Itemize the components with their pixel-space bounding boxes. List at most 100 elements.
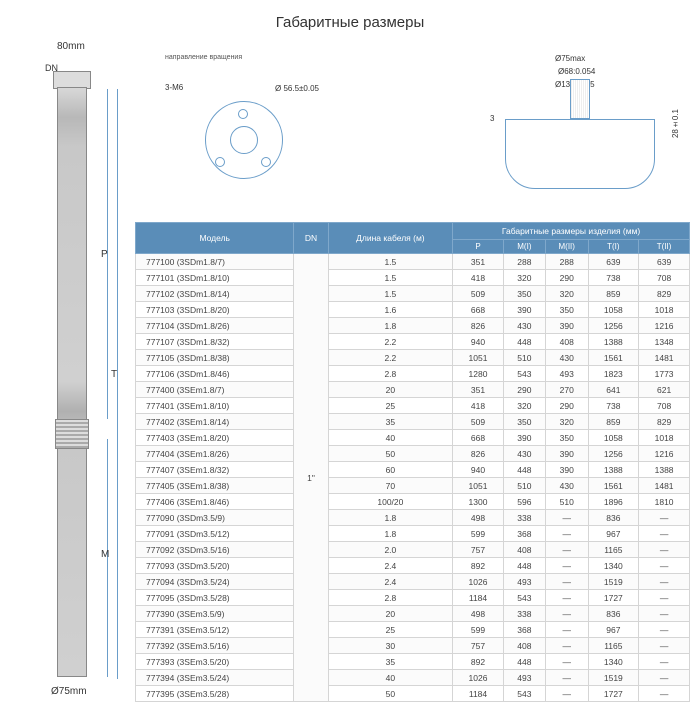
cell-tii: 829 bbox=[639, 286, 690, 302]
table-row: 777404 (3SEm1.8/26)5082643039012561216 bbox=[136, 446, 690, 462]
cell-ti: 1896 bbox=[588, 494, 639, 510]
cell-c: 1.5 bbox=[328, 286, 453, 302]
table-row: 777391 (3SEm3.5/12)25599368—967— bbox=[136, 622, 690, 638]
cell-p: 418 bbox=[453, 270, 504, 286]
cell-mi: 390 bbox=[503, 302, 545, 318]
top-view-diagram: Ø75max Ø68:0.054 Ø13.5:0.05 3 28±0.1 bbox=[480, 54, 680, 209]
cell-mii: 390 bbox=[545, 318, 588, 334]
cell-tii: — bbox=[639, 542, 690, 558]
cell-model: 777407 (3SEm1.8/32) bbox=[136, 462, 294, 478]
cell-c: 40 bbox=[328, 430, 453, 446]
cell-mi: 543 bbox=[503, 686, 545, 702]
cell-model: 777094 (3SDm3.5/24) bbox=[136, 574, 294, 590]
table-row: 777401 (3SEm1.8/10)25418320290738708 bbox=[136, 398, 690, 414]
cell-mii: 430 bbox=[545, 478, 588, 494]
cell-tii: — bbox=[639, 558, 690, 574]
dim-p: P bbox=[101, 249, 108, 260]
pump-side-diagram: 80mm DN Ø75mm P T M bbox=[15, 39, 125, 699]
table-row: 777093 (3SDm3.5/20)2.4892448—1340— bbox=[136, 558, 690, 574]
cell-mi: 368 bbox=[503, 526, 545, 542]
cell-p: 509 bbox=[453, 414, 504, 430]
cell-model: 777394 (3SEm3.5/24) bbox=[136, 670, 294, 686]
th-model: Модель bbox=[136, 223, 294, 254]
cell-p: 1300 bbox=[453, 494, 504, 510]
cell-model: 777401 (3SEm1.8/10) bbox=[136, 398, 294, 414]
cell-p: 1184 bbox=[453, 590, 504, 606]
dims-table: Модель DN Длина кабеля (м) Габаритные ра… bbox=[135, 222, 690, 702]
cell-p: 1026 bbox=[453, 574, 504, 590]
cell-ti: 1058 bbox=[588, 430, 639, 446]
cell-mii: 350 bbox=[545, 302, 588, 318]
cell-p: 668 bbox=[453, 430, 504, 446]
cell-c: 50 bbox=[328, 446, 453, 462]
cell-tii: 1018 bbox=[639, 302, 690, 318]
cell-mii: 390 bbox=[545, 462, 588, 478]
pump-body bbox=[57, 87, 87, 677]
cell-mi: 408 bbox=[503, 638, 545, 654]
cell-mi: 320 bbox=[503, 270, 545, 286]
cell-mii: 510 bbox=[545, 494, 588, 510]
cell-c: 2.8 bbox=[328, 590, 453, 606]
cell-mi: 338 bbox=[503, 606, 545, 622]
cell-model: 777391 (3SEm3.5/12) bbox=[136, 622, 294, 638]
cell-mii: — bbox=[545, 654, 588, 670]
cell-mii: 320 bbox=[545, 414, 588, 430]
cell-p: 1026 bbox=[453, 670, 504, 686]
cell-c: 1.8 bbox=[328, 510, 453, 526]
cell-c: 2.0 bbox=[328, 542, 453, 558]
cell-p: 351 bbox=[453, 254, 504, 270]
cell-model: 777393 (3SEm3.5/20) bbox=[136, 654, 294, 670]
cell-c: 1.5 bbox=[328, 270, 453, 286]
dims-table-wrap: Модель DN Длина кабеля (м) Габаритные ра… bbox=[135, 222, 690, 702]
circle-diagram: направление вращения 3-M6 Ø 56.5±0.05 bbox=[165, 69, 335, 199]
cell-mii: 290 bbox=[545, 398, 588, 414]
cell-mii: 290 bbox=[545, 270, 588, 286]
cell-ti: 738 bbox=[588, 398, 639, 414]
table-row: 777106 (3SDm1.8/46)2.8128054349318231773 bbox=[136, 366, 690, 382]
cell-c: 25 bbox=[328, 398, 453, 414]
cell-c: 25 bbox=[328, 622, 453, 638]
th-p: P bbox=[453, 240, 504, 254]
cell-tii: — bbox=[639, 526, 690, 542]
cell-mi: 350 bbox=[503, 414, 545, 430]
table-row: 777092 (3SDm3.5/16)2.0757408—1165— bbox=[136, 542, 690, 558]
cell-ti: 1165 bbox=[588, 638, 639, 654]
cell-mii: — bbox=[545, 686, 588, 702]
diameter-label: Ø 56.5±0.05 bbox=[275, 84, 319, 93]
table-row: 777402 (3SEm1.8/14)35509350320859829 bbox=[136, 414, 690, 430]
bottom-width-label: Ø75mm bbox=[51, 686, 87, 697]
cell-model: 777102 (3SDm1.8/14) bbox=[136, 286, 294, 302]
table-row: 777406 (3SEm1.8/46)100/20130059651018961… bbox=[136, 494, 690, 510]
cell-model: 777400 (3SEm1.8/7) bbox=[136, 382, 294, 398]
cell-model: 777392 (3SEm3.5/16) bbox=[136, 638, 294, 654]
cell-mii: — bbox=[545, 510, 588, 526]
cell-ti: 967 bbox=[588, 526, 639, 542]
table-row: 777394 (3SEm3.5/24)401026493—1519— bbox=[136, 670, 690, 686]
cell-mi: 543 bbox=[503, 366, 545, 382]
cell-ti: 639 bbox=[588, 254, 639, 270]
bolt-hole bbox=[215, 157, 225, 167]
cell-c: 20 bbox=[328, 606, 453, 622]
cell-ti: 1340 bbox=[588, 654, 639, 670]
cell-ti: 1165 bbox=[588, 542, 639, 558]
table-row: 777107 (3SDm1.8/32)2.294044840813881348 bbox=[136, 334, 690, 350]
cell-c: 35 bbox=[328, 654, 453, 670]
cell-c: 35 bbox=[328, 414, 453, 430]
th-mi: M(I) bbox=[503, 240, 545, 254]
cell-model: 777406 (3SEm1.8/46) bbox=[136, 494, 294, 510]
cell-p: 892 bbox=[453, 654, 504, 670]
cell-tii: 621 bbox=[639, 382, 690, 398]
top-width-label: 80mm bbox=[57, 41, 85, 52]
cell-c: 2.2 bbox=[328, 334, 453, 350]
cell-tii: — bbox=[639, 638, 690, 654]
cell-tii: 1810 bbox=[639, 494, 690, 510]
cell-c: 1.8 bbox=[328, 318, 453, 334]
cell-ti: 967 bbox=[588, 622, 639, 638]
hole-spec: 3-M6 bbox=[165, 83, 183, 92]
cell-model: 777395 (3SEm3.5/28) bbox=[136, 686, 294, 702]
cell-c: 2.4 bbox=[328, 574, 453, 590]
cell-mii: 430 bbox=[545, 350, 588, 366]
cell-mii: — bbox=[545, 526, 588, 542]
bolt-hole bbox=[238, 109, 248, 119]
cell-tii: — bbox=[639, 510, 690, 526]
